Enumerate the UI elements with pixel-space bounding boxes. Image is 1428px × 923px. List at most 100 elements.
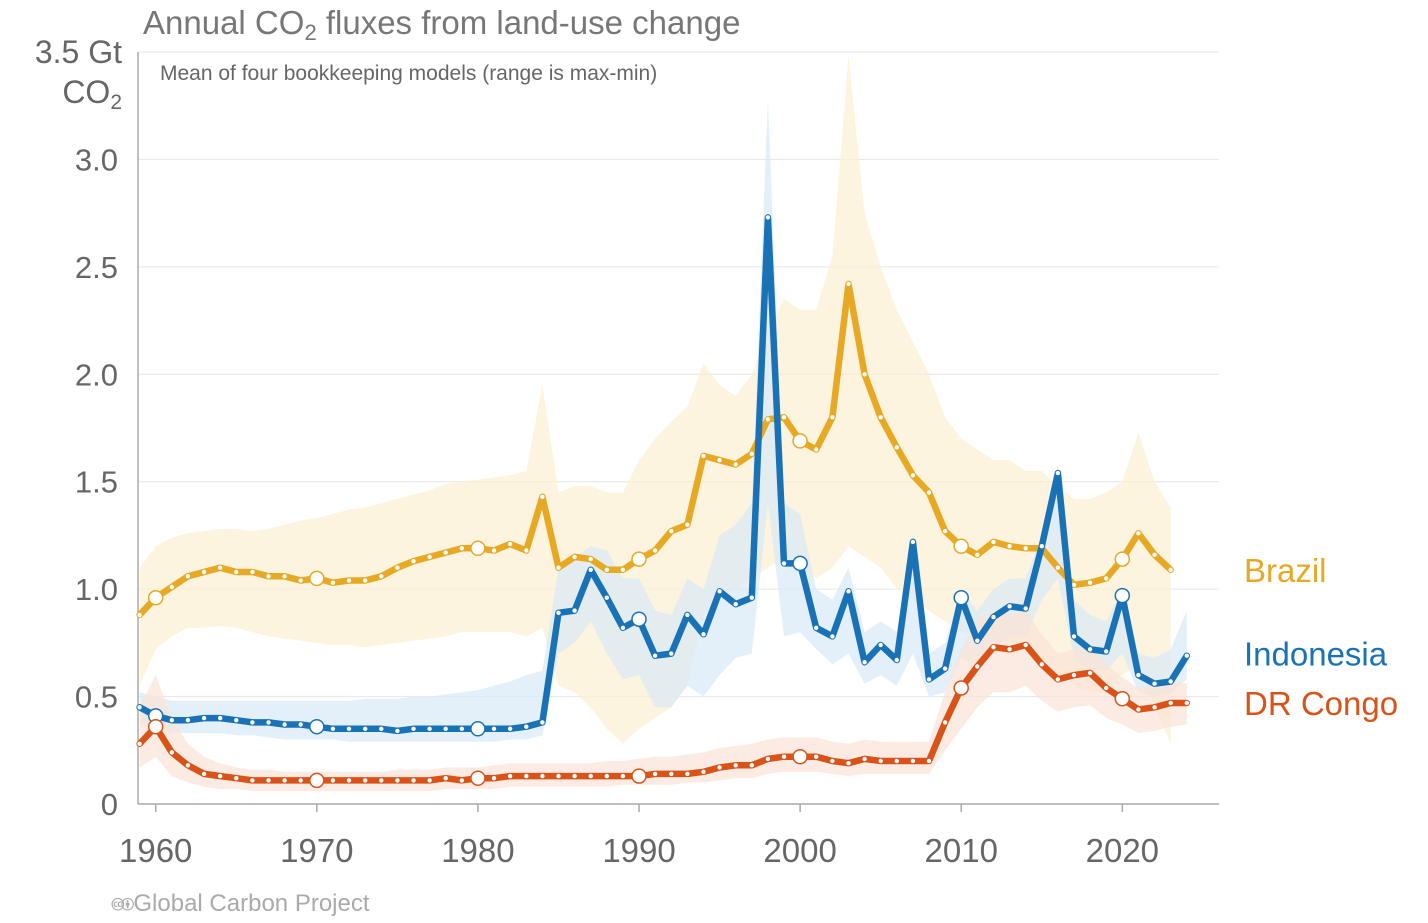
data-point-dr-congo <box>926 758 932 764</box>
data-point-brazil <box>1087 580 1093 585</box>
data-point-dr-congo <box>878 758 883 764</box>
data-point-dr-congo <box>685 771 690 777</box>
data-point-brazil <box>862 372 867 377</box>
data-point-brazil <box>604 567 609 572</box>
data-point-brazil <box>330 580 336 585</box>
decade-point-indonesia <box>1114 587 1131 604</box>
data-point-dr-congo <box>379 778 384 783</box>
data-point-dr-congo <box>1007 647 1012 652</box>
data-point-indonesia <box>1152 681 1157 686</box>
data-point-indonesia <box>1104 649 1109 654</box>
decade-point-dr-congo <box>147 718 164 735</box>
data-point-indonesia <box>1136 672 1141 678</box>
data-point-dr-congo <box>1104 685 1109 691</box>
data-point-dr-congo <box>669 771 674 777</box>
data-point-indonesia <box>814 625 819 630</box>
data-point-brazil <box>540 494 545 499</box>
data-point-indonesia <box>749 595 754 600</box>
data-point-indonesia <box>346 726 352 731</box>
data-point-brazil <box>926 490 932 495</box>
data-point-indonesia <box>669 651 674 656</box>
data-point-brazil <box>282 574 287 579</box>
data-point-brazil <box>1023 546 1028 551</box>
data-point-brazil <box>459 546 464 551</box>
data-point-brazil <box>685 522 690 527</box>
data-point-dr-congo <box>185 763 191 768</box>
data-point-indonesia <box>379 726 384 731</box>
data-point-indonesia <box>218 715 223 721</box>
data-point-brazil <box>379 574 384 579</box>
data-point-brazil <box>652 548 658 553</box>
data-point-indonesia <box>540 720 545 725</box>
data-point-dr-congo <box>1023 642 1028 648</box>
data-point-dr-congo <box>620 773 626 779</box>
data-point-indonesia <box>1055 470 1061 476</box>
decade-point-brazil <box>470 540 486 557</box>
data-point-brazil <box>524 548 529 553</box>
data-point-dr-congo <box>250 778 255 783</box>
decade-point-brazil <box>792 433 808 449</box>
data-point-dr-congo <box>395 778 400 783</box>
data-point-indonesia <box>781 561 787 566</box>
data-point-dr-congo <box>1152 705 1157 710</box>
data-point-indonesia <box>620 625 626 630</box>
data-point-brazil <box>765 417 771 422</box>
data-point-brazil <box>1055 565 1061 570</box>
data-point-indonesia <box>733 602 738 607</box>
y-tick-label: 0.5 <box>75 680 118 715</box>
data-point-dr-congo <box>765 756 771 762</box>
decade-point-indonesia <box>953 589 969 606</box>
y-tick-label: 2.5 <box>75 250 118 285</box>
data-point-dr-congo <box>830 758 835 764</box>
data-point-indonesia <box>894 657 899 663</box>
chart-subtitle: Mean of four bookkeeping models (range i… <box>160 62 658 85</box>
data-point-dr-congo <box>604 773 609 779</box>
decade-point-brazil <box>147 589 164 606</box>
data-point-indonesia <box>556 610 561 615</box>
data-point-dr-congo <box>137 741 142 746</box>
chart-title: Annual CO2 fluxes from land-use change <box>143 4 741 45</box>
decade-point-dr-congo <box>953 680 969 696</box>
data-point-brazil <box>701 453 706 459</box>
y-tick-label: 3.0 <box>75 142 118 177</box>
data-point-indonesia <box>491 726 497 731</box>
data-point-dr-congo <box>540 773 545 779</box>
data-point-brazil <box>346 578 352 583</box>
data-point-brazil <box>169 584 174 590</box>
data-point-indonesia <box>507 726 513 731</box>
data-point-indonesia <box>991 614 996 620</box>
data-point-dr-congo <box>427 778 432 783</box>
data-point-indonesia <box>282 722 287 727</box>
x-tick-label: 1980 <box>441 832 514 869</box>
data-point-brazil <box>443 550 448 555</box>
series-label-indonesia: Indonesia <box>1244 636 1388 673</box>
data-point-indonesia <box>185 718 191 723</box>
data-point-indonesia <box>830 634 835 639</box>
decade-point-brazil <box>309 570 325 587</box>
data-point-brazil <box>250 569 255 575</box>
data-point-indonesia <box>765 215 771 220</box>
data-point-indonesia <box>572 608 577 613</box>
data-point-dr-congo <box>749 763 754 768</box>
y-tick-label: 1.5 <box>75 465 118 500</box>
data-point-brazil <box>620 567 626 572</box>
data-point-dr-congo <box>1184 700 1190 706</box>
data-point-indonesia <box>942 666 948 671</box>
decade-point-brazil <box>1114 551 1131 567</box>
data-point-indonesia <box>1039 544 1045 549</box>
data-point-dr-congo <box>330 778 336 783</box>
data-point-brazil <box>717 458 722 463</box>
data-point-brazil <box>749 451 754 456</box>
data-point-indonesia <box>234 718 239 723</box>
x-tick-label: 1960 <box>119 832 192 869</box>
data-point-indonesia <box>717 589 722 594</box>
data-point-indonesia <box>363 726 368 731</box>
data-point-dr-congo <box>975 664 980 669</box>
data-point-dr-congo <box>862 756 867 762</box>
range-band-indonesia <box>139 99 1187 742</box>
data-point-brazil <box>411 559 416 564</box>
data-point-dr-congo <box>443 776 448 781</box>
data-point-dr-congo <box>991 645 996 650</box>
decade-point-indonesia <box>470 721 486 737</box>
